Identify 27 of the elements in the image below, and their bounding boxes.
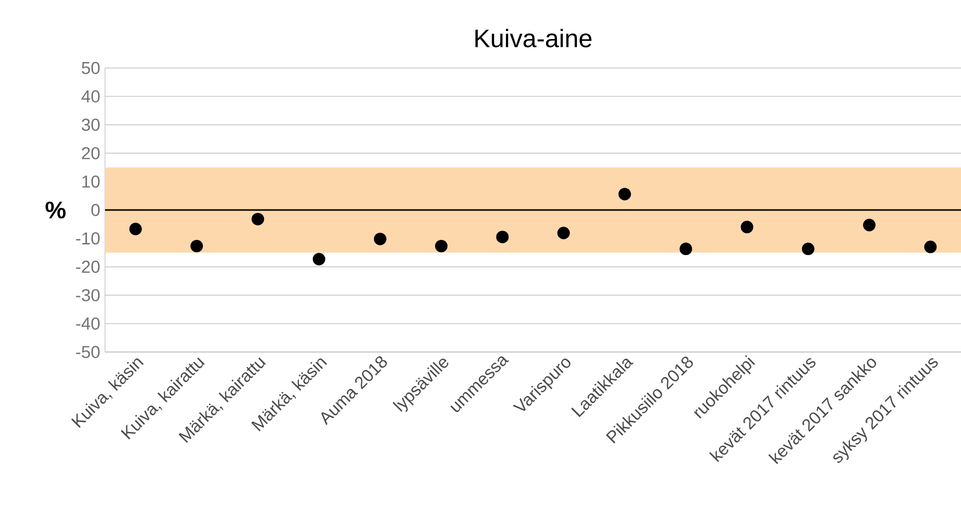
y-tick-label: 30	[82, 118, 100, 131]
point	[129, 222, 142, 236]
point	[435, 240, 448, 252]
chart-title: Kuiva-aine	[475, 28, 592, 48]
y-tick-label: 40	[81, 90, 100, 102]
y-tick-label: 50	[82, 62, 100, 74]
y-tick-label: 20	[82, 147, 100, 160]
point	[252, 212, 264, 226]
y-axis-title: %	[46, 202, 66, 218]
point	[496, 230, 509, 244]
y-tick-label: -20	[76, 260, 100, 273]
point	[924, 240, 937, 254]
point	[618, 188, 631, 200]
point	[374, 232, 386, 246]
point	[802, 242, 814, 256]
point	[312, 252, 326, 266]
point	[740, 220, 754, 234]
y-tick-label: 0	[91, 204, 100, 216]
y-tick-label: 10	[82, 175, 100, 188]
point	[557, 226, 570, 240]
y-tick-label: -30	[76, 289, 100, 302]
point	[680, 242, 692, 256]
y-tick-label: -10	[76, 232, 100, 245]
point	[190, 240, 203, 252]
y-tick-label: -50	[76, 346, 100, 358]
point	[863, 218, 876, 232]
y-tick-label: -40	[76, 317, 100, 330]
